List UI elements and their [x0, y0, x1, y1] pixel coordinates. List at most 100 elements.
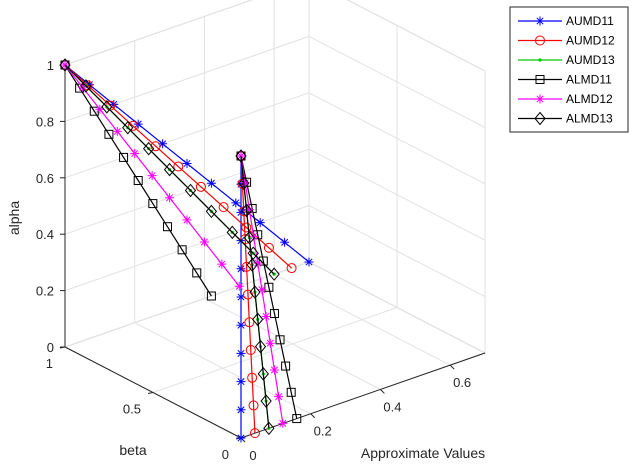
grid-line	[152, 307, 398, 393]
z-tick-label: 0.2	[36, 284, 54, 299]
data-point-almd12	[234, 281, 244, 291]
data-point-almd13	[243, 230, 256, 245]
data-point-almd12	[240, 178, 250, 188]
data-point-aumd12	[245, 345, 256, 355]
data-point-almd11	[292, 414, 302, 424]
grid-line	[346, 0, 486, 72]
data-point-almd13	[268, 267, 280, 281]
data-point-almd13	[205, 204, 218, 219]
data-point-almd11	[104, 129, 114, 139]
data-point-almd12	[244, 204, 254, 214]
z-tick-label: 0.6	[36, 171, 54, 186]
data-point-almd13	[226, 225, 238, 240]
data-point-almd12	[269, 365, 279, 375]
series-line-almd13-beta1	[64, 64, 275, 275]
data-point-almd13	[163, 162, 176, 177]
x-tick-label: 0.6	[453, 375, 471, 390]
data-point-aumd11	[231, 198, 241, 208]
x-tick-mark	[310, 413, 316, 419]
data-point-aumd11	[236, 377, 246, 387]
grid-line	[308, 261, 486, 354]
legend-label: ALMD13	[566, 112, 613, 126]
data-point-almd13	[240, 203, 253, 218]
legend-label: ALMD12	[566, 92, 613, 106]
legend-item: AUMD12	[518, 34, 615, 48]
series-line-aumd12-beta0	[240, 155, 256, 434]
data-point-almd12	[95, 104, 105, 114]
grid-line	[308, 148, 486, 241]
data-point-almd11	[281, 361, 291, 371]
data-point-almd13	[249, 285, 261, 299]
data-point-almd13	[101, 100, 113, 114]
legend-marker	[535, 75, 545, 84]
data-point-almd12	[182, 215, 192, 225]
data-point-aumd11	[236, 433, 246, 443]
data-point-aumd12	[127, 120, 138, 131]
data-point-aumd12	[241, 261, 252, 272]
data-point-almd13	[254, 339, 267, 354]
y-tick-label: 1	[46, 356, 53, 371]
data-point-almd12	[265, 338, 275, 348]
data-point-almd13	[263, 421, 275, 436]
data-point-aumd11	[236, 264, 246, 274]
data-point-almd13	[122, 120, 134, 135]
data-point-almd12	[199, 237, 209, 247]
data-point-aumd11	[236, 207, 246, 217]
grid-line	[64, 261, 310, 348]
data-point-aumd11	[158, 139, 168, 149]
z-tick-label: 0	[47, 340, 54, 355]
legend-marker	[538, 58, 542, 62]
x-tick-label: 0.4	[383, 399, 401, 414]
data-point-almd12	[257, 285, 267, 295]
x-tick-mark	[380, 389, 385, 394]
data-point-almd12	[165, 193, 175, 203]
data-point-almd11	[269, 309, 279, 319]
y-axis-label: beta	[119, 442, 146, 458]
data-point-almd11	[148, 199, 158, 209]
data-point-almd13	[238, 176, 250, 191]
grid-line	[308, 35, 486, 128]
data-point-almd12	[112, 126, 122, 136]
data-point-almd12	[217, 259, 227, 269]
data-point-almd13	[143, 141, 155, 156]
y-tick-label: 0.5	[123, 402, 141, 417]
legend-marker	[534, 111, 546, 126]
data-point-aumd11	[206, 178, 216, 188]
data-point-aumd12	[286, 263, 297, 274]
data-point-aumd12	[248, 400, 259, 411]
data-point-aumd12	[195, 181, 206, 192]
data-point-aumd12	[173, 161, 184, 172]
data-point-almd11	[275, 335, 285, 345]
legend-label: AUMD12	[566, 34, 615, 48]
data-point-aumd12	[249, 428, 260, 439]
data-point-aumd11	[304, 257, 314, 267]
x-tick-label: 0	[249, 448, 256, 463]
legend-item: ALMD11	[518, 73, 612, 87]
data-point-almd13	[80, 79, 92, 93]
data-point-almd11	[192, 268, 202, 278]
legend-item: AUMD13	[518, 53, 615, 67]
data-point-aumd11	[109, 99, 119, 109]
data-point-almd11	[177, 245, 187, 255]
data-point-almd13	[252, 312, 264, 327]
y-tick-label: 0	[222, 447, 229, 462]
data-point-almd13	[260, 394, 272, 408]
data-point-aumd11	[236, 405, 246, 415]
data-point-aumd11	[236, 320, 246, 330]
grid-line	[64, 0, 254, 66]
z-tick-label: 1	[47, 58, 54, 73]
z-axis-label: alpha	[6, 201, 22, 235]
legend-item: ALMD12	[518, 92, 613, 106]
z-tick-label: 0.8	[36, 114, 54, 129]
grid-line	[64, 92, 310, 179]
data-point-almd12	[130, 149, 140, 159]
series-line-almd13-beta0	[240, 155, 270, 429]
x-axis-label: Approximate Values	[361, 445, 485, 461]
data-point-aumd12	[241, 222, 252, 233]
data-point-almd13	[184, 183, 197, 198]
legend-marker	[535, 35, 545, 46]
data-point-almd11	[162, 222, 172, 232]
series-almd13	[59, 58, 280, 436]
